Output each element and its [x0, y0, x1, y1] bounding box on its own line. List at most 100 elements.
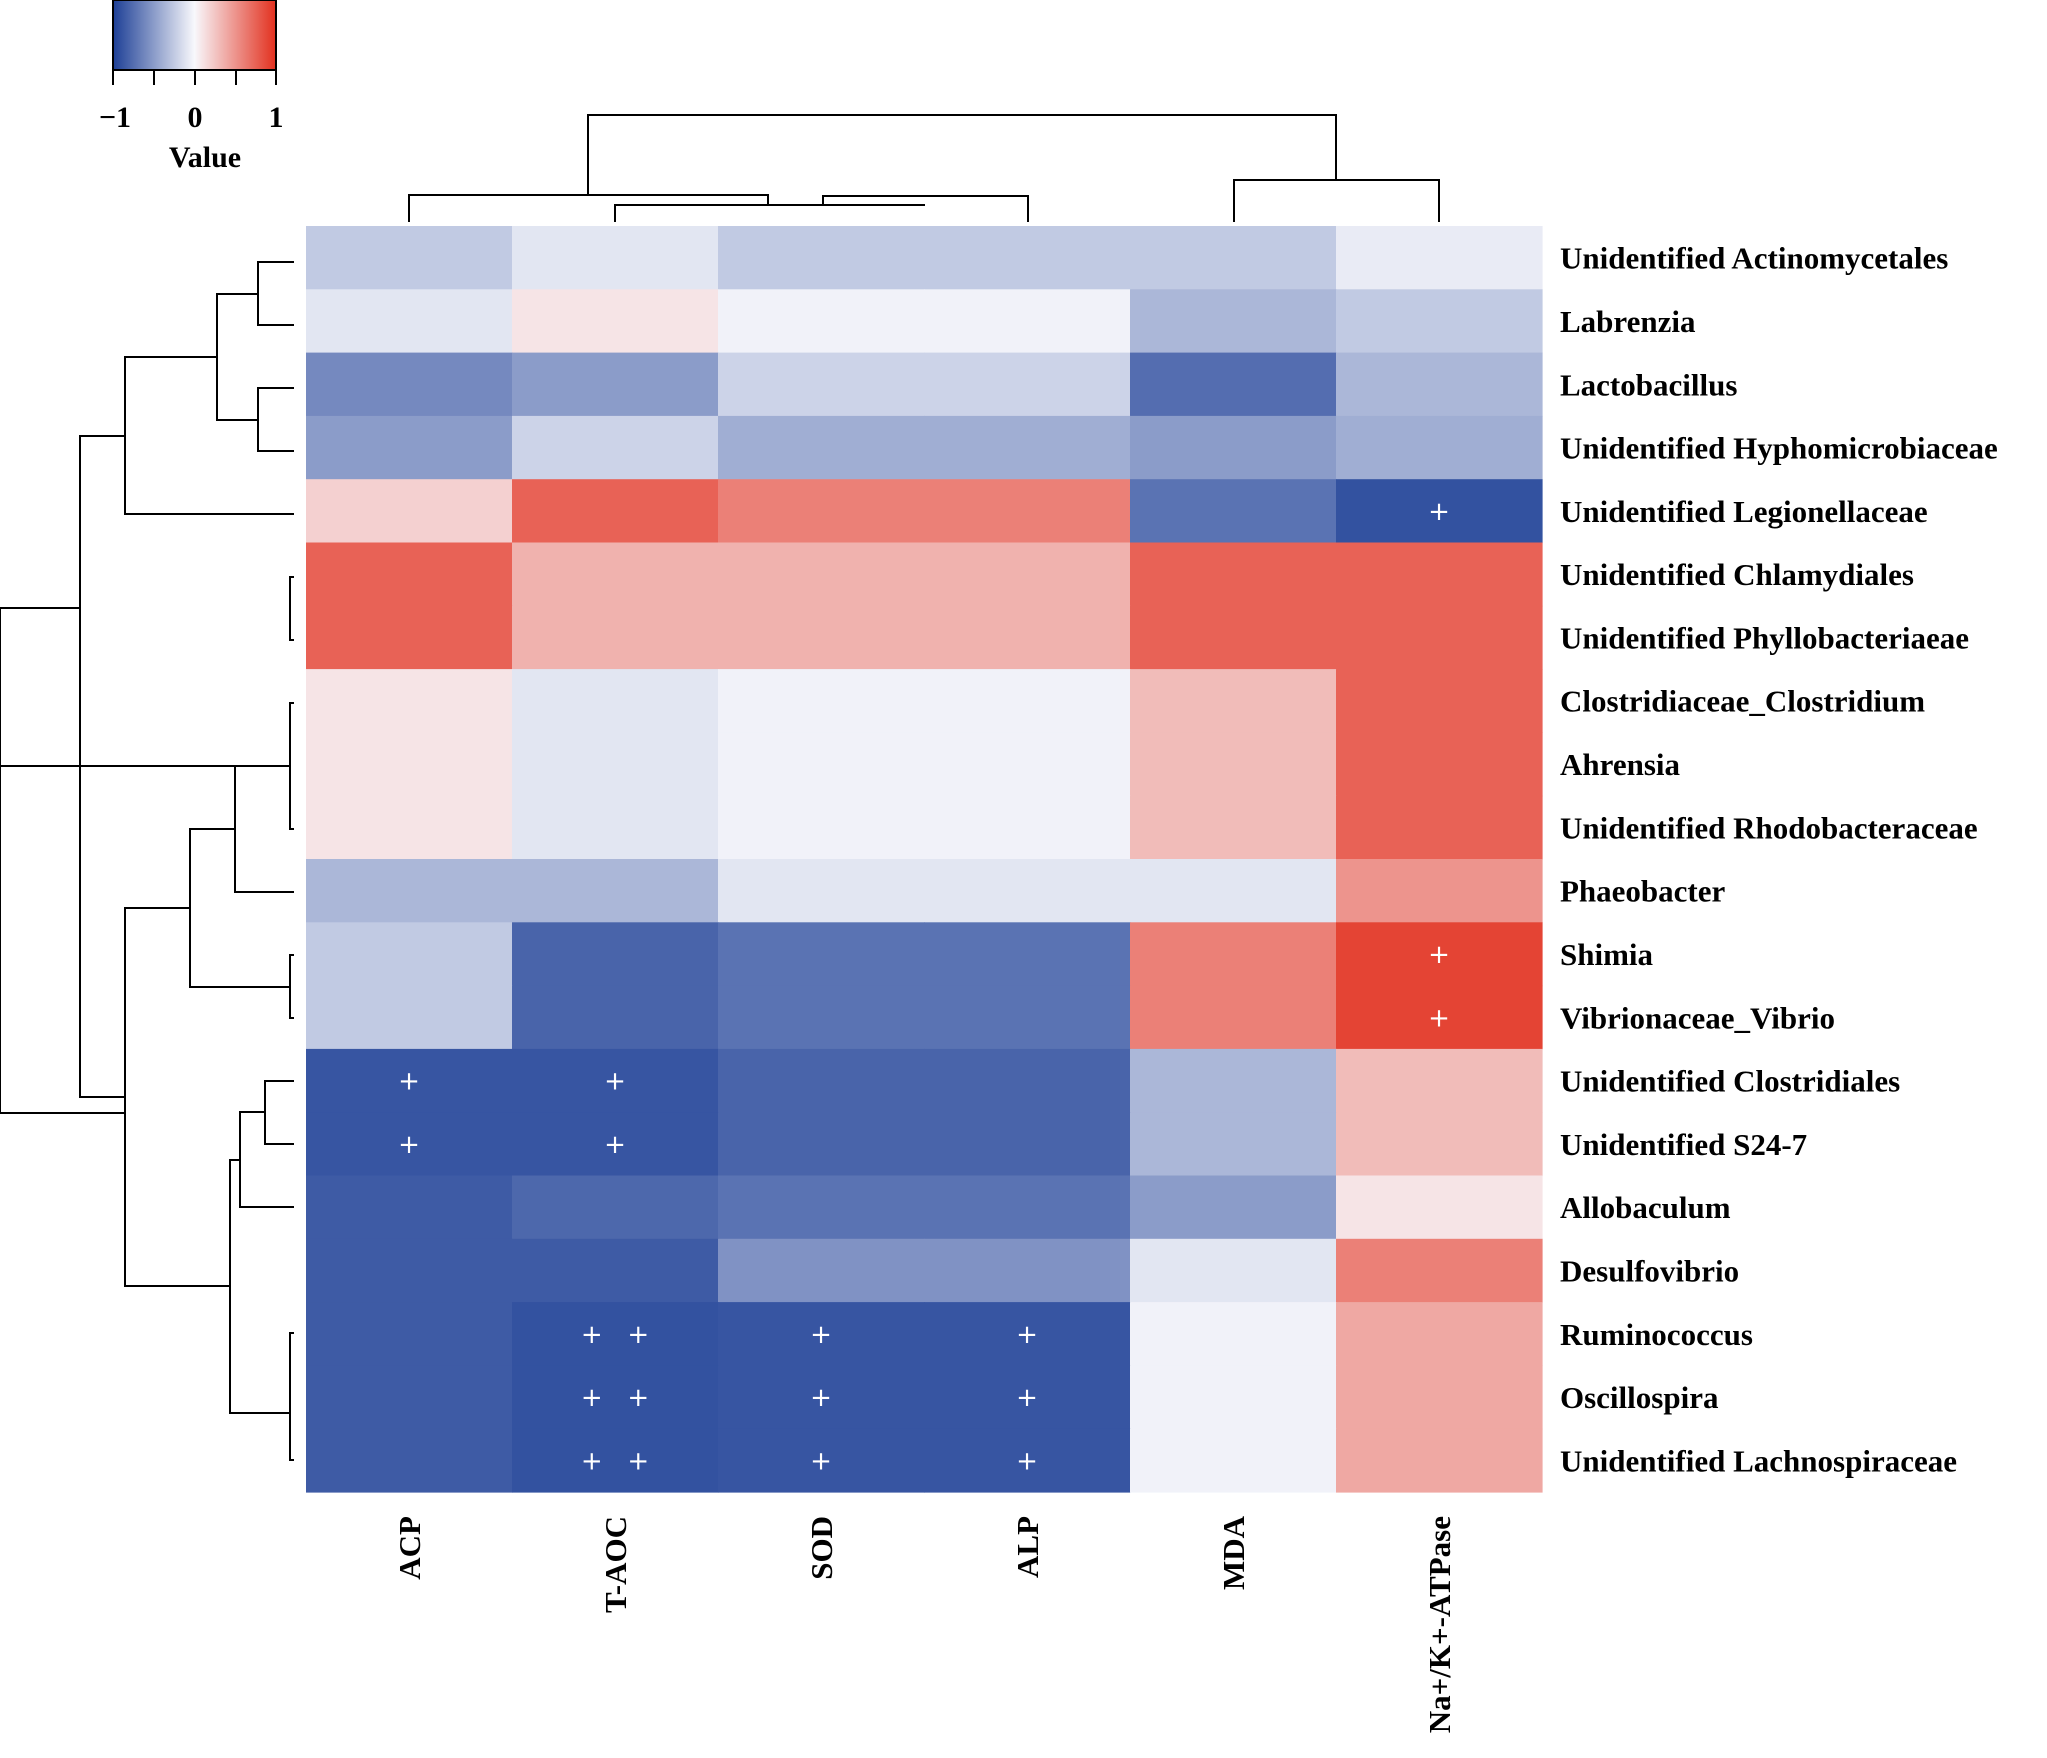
- legend-title: Value: [169, 141, 241, 174]
- heatmap-cell: [924, 1175, 1131, 1240]
- row-labels: Unidentified Actinomycetales Labrenzia Lac…: [1560, 241, 1998, 1479]
- heatmap-cell: [1336, 1048, 1543, 1113]
- heatmap-cell: [1130, 415, 1337, 480]
- heatmap-cell: [512, 1428, 719, 1493]
- heatmap-cell: [306, 985, 513, 1050]
- heatmap-cell: [924, 1238, 1131, 1303]
- significance-marker: +: [810, 1446, 832, 1476]
- heatmap-cell: [1336, 352, 1543, 417]
- significance-marker: +: [1428, 1003, 1450, 1033]
- row-label: Vibrionaceae_Vibrio: [1560, 1000, 1835, 1035]
- legend-color-bar: [112, 0, 277, 71]
- heatmap-cell: [1130, 542, 1337, 607]
- heatmap-cell: [1130, 669, 1337, 733]
- heatmap-cell: [306, 669, 513, 733]
- row-dendrogram-branch: [257, 387, 294, 452]
- heatmap-cell: [512, 795, 719, 860]
- column-dendrogram-branch: [822, 195, 1029, 222]
- heatmap-cell: [718, 1048, 925, 1113]
- heatmap-cell: [1130, 1175, 1337, 1240]
- heatmap-cell: [1130, 985, 1337, 1050]
- heatmap-cell: [306, 289, 513, 354]
- row-label: Shimia: [1560, 937, 1654, 972]
- heatmap-cell: [718, 985, 925, 1050]
- row-label: Unidentified Hyphomicrobiaceae: [1560, 431, 1998, 466]
- heatmap-cell: [718, 732, 925, 797]
- heatmap-cell: [512, 985, 719, 1050]
- heatmap-cell: [1130, 289, 1337, 354]
- heatmap-cell: [924, 1302, 1131, 1366]
- heatmap-cell: [306, 1302, 513, 1366]
- significance-marker: +: [1016, 1446, 1038, 1476]
- significance-marker: + +: [581, 1383, 649, 1413]
- column-dendrogram-branch: [614, 204, 925, 222]
- row-label: Unidentified Legionellaceae: [1560, 494, 1928, 529]
- heatmap-cell: [1130, 1365, 1337, 1430]
- heatmap-cell: [924, 289, 1131, 354]
- heatmap-cell: [1130, 732, 1337, 797]
- legend-tick-label-mid: 0: [188, 101, 203, 134]
- significance-marker: +: [1016, 1383, 1038, 1413]
- heatmap-cell: [512, 922, 719, 987]
- heatmap-cell: [1336, 1302, 1543, 1366]
- heatmap-cell: [718, 479, 925, 544]
- row-label: Unidentified Chlamydiales: [1560, 557, 1914, 592]
- heatmap-cell: [924, 226, 1131, 290]
- heatmap-cell: [1336, 1428, 1543, 1493]
- row-dendrogram-branch: [239, 1111, 294, 1208]
- row-dendrogram-branch: [257, 261, 294, 326]
- heatmap-cells: [306, 226, 1543, 1493]
- heatmap-cell: [924, 352, 1131, 417]
- heatmap-cell: [306, 1048, 513, 1113]
- column-dendrogram-branch: [1233, 179, 1440, 222]
- column-label: T-AOC: [598, 1516, 633, 1613]
- heatmap-cell: [924, 859, 1131, 923]
- heatmap-cell: [924, 415, 1131, 480]
- heatmap-cell: [1130, 1112, 1337, 1177]
- heatmap-cell: [1336, 1112, 1543, 1177]
- heatmap-cell: [718, 289, 925, 354]
- row-label: Unidentified S24-7: [1560, 1127, 1807, 1162]
- heatmap-cell: [1130, 1428, 1337, 1493]
- significance-marker: +: [398, 1067, 420, 1097]
- heatmap-cell: [306, 732, 513, 797]
- heatmap-cell: [1130, 479, 1337, 544]
- color-legend: −1 0 1 Value: [99, 0, 284, 174]
- row-label: Phaeobacter: [1560, 874, 1726, 909]
- heatmap-cell: [1336, 226, 1543, 290]
- heatmap-cell: [512, 1175, 719, 1240]
- column-label: ALP: [1010, 1516, 1045, 1578]
- heatmap-cell: [512, 479, 719, 544]
- heatmap-cell: [306, 415, 513, 480]
- heatmap-cell: [1130, 922, 1337, 987]
- heatmap-cell: [306, 1175, 513, 1240]
- heatmap-cell: [512, 352, 719, 417]
- significance-marker: +: [1428, 497, 1450, 527]
- heatmap-cell: [718, 922, 925, 987]
- heatmap-cell: [512, 732, 719, 797]
- heatmap-cell: [512, 289, 719, 354]
- heatmap-cell: [306, 795, 513, 860]
- heatmap-cell: [924, 1048, 1131, 1113]
- heatmap-cell: [924, 669, 1131, 733]
- row-label: Desulfovibrio: [1560, 1254, 1739, 1289]
- heatmap-cell: [306, 542, 513, 607]
- heatmap-cell: [306, 922, 513, 987]
- heatmap-cell: [306, 1112, 513, 1177]
- heatmap-cell: [924, 1365, 1131, 1430]
- significance-marker: + +: [581, 1320, 649, 1350]
- heatmap-cell: [718, 669, 925, 733]
- heatmap-cell: [924, 605, 1131, 670]
- heatmap-cell: [718, 1302, 925, 1366]
- heatmap-cell: [512, 1048, 719, 1113]
- heatmap-cell: [718, 1365, 925, 1430]
- significance-marker: +: [604, 1130, 626, 1160]
- heatmap-cell: [306, 1428, 513, 1493]
- heatmap-cell: [1130, 859, 1337, 923]
- significance-marker: +: [810, 1383, 832, 1413]
- heatmap-cell: [512, 859, 719, 923]
- heatmap-cell: [306, 226, 513, 290]
- heatmap-cell: [1336, 985, 1543, 1050]
- heatmap-cell: [924, 985, 1131, 1050]
